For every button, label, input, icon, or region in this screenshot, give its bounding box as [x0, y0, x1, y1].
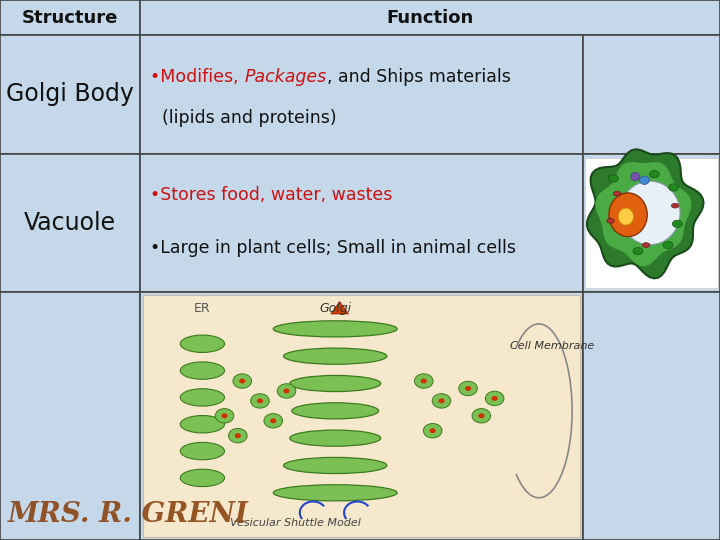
Text: Vesicular Shuttle Model: Vesicular Shuttle Model: [230, 518, 361, 528]
Bar: [143, 295, 580, 537]
Ellipse shape: [239, 379, 246, 383]
Ellipse shape: [465, 386, 471, 391]
Ellipse shape: [672, 220, 683, 227]
Text: Golgi: Golgi: [319, 302, 351, 315]
Text: Golgi Body: Golgi Body: [6, 83, 134, 106]
Ellipse shape: [233, 374, 251, 388]
Ellipse shape: [423, 423, 442, 438]
Ellipse shape: [289, 375, 381, 391]
Ellipse shape: [292, 403, 379, 419]
Ellipse shape: [478, 413, 485, 418]
Ellipse shape: [284, 388, 289, 394]
Bar: [583, 154, 720, 292]
Ellipse shape: [609, 193, 647, 237]
Ellipse shape: [639, 176, 649, 185]
Ellipse shape: [438, 399, 445, 403]
Ellipse shape: [277, 384, 296, 398]
Bar: [583, 292, 720, 540]
Bar: [140, 0, 720, 35]
Ellipse shape: [472, 409, 490, 423]
Ellipse shape: [235, 433, 241, 438]
Ellipse shape: [485, 391, 504, 406]
Ellipse shape: [284, 348, 387, 364]
Ellipse shape: [492, 396, 498, 401]
Ellipse shape: [273, 321, 397, 337]
Text: •Large in plant cells; Small in animal cells: •Large in plant cells; Small in animal c…: [150, 239, 516, 256]
Ellipse shape: [270, 418, 276, 423]
Ellipse shape: [432, 394, 451, 408]
Polygon shape: [595, 162, 691, 266]
Ellipse shape: [420, 379, 427, 383]
Bar: [140, 292, 583, 540]
Ellipse shape: [642, 242, 650, 247]
Polygon shape: [587, 150, 703, 279]
Ellipse shape: [607, 218, 614, 223]
Text: Cell Membrane: Cell Membrane: [510, 341, 594, 351]
Bar: [140, 154, 583, 292]
Ellipse shape: [180, 389, 225, 406]
Ellipse shape: [415, 374, 433, 388]
Bar: [0, 154, 140, 292]
Ellipse shape: [215, 409, 234, 423]
Bar: [0, 292, 140, 540]
Ellipse shape: [631, 172, 639, 181]
Ellipse shape: [222, 413, 228, 418]
Ellipse shape: [430, 428, 436, 433]
Text: , and Ships materials: , and Ships materials: [327, 68, 510, 86]
Text: Function: Function: [387, 9, 474, 26]
Ellipse shape: [459, 381, 477, 396]
Text: Structure: Structure: [22, 9, 118, 26]
Ellipse shape: [633, 247, 643, 255]
Ellipse shape: [620, 181, 680, 245]
Ellipse shape: [649, 171, 660, 178]
Bar: [0, 35, 140, 154]
Ellipse shape: [251, 394, 269, 408]
Text: Vacuole: Vacuole: [24, 211, 116, 235]
Text: (lipids and proteins): (lipids and proteins): [163, 109, 337, 127]
Ellipse shape: [257, 399, 263, 403]
Ellipse shape: [180, 335, 225, 353]
Text: ER: ER: [194, 302, 211, 315]
Ellipse shape: [180, 469, 225, 487]
Text: MRS. R. GRENI: MRS. R. GRENI: [8, 501, 249, 528]
Ellipse shape: [228, 428, 247, 443]
Polygon shape: [330, 301, 348, 314]
Text: •Stores food, water, wastes: •Stores food, water, wastes: [150, 186, 393, 204]
Ellipse shape: [264, 414, 282, 428]
Ellipse shape: [180, 442, 225, 460]
Ellipse shape: [180, 362, 225, 379]
Ellipse shape: [608, 175, 618, 182]
Bar: [140, 35, 583, 154]
Ellipse shape: [613, 191, 621, 196]
Ellipse shape: [289, 430, 381, 446]
Bar: [0, 0, 140, 35]
Ellipse shape: [671, 203, 679, 208]
Ellipse shape: [273, 485, 397, 501]
Text: Packages: Packages: [245, 68, 327, 86]
Bar: [583, 35, 720, 154]
Ellipse shape: [669, 184, 678, 191]
Ellipse shape: [284, 457, 387, 474]
Ellipse shape: [618, 208, 634, 225]
Text: •Modifies,: •Modifies,: [150, 68, 245, 86]
Bar: [585, 158, 718, 288]
Ellipse shape: [180, 416, 225, 433]
Ellipse shape: [663, 241, 673, 249]
